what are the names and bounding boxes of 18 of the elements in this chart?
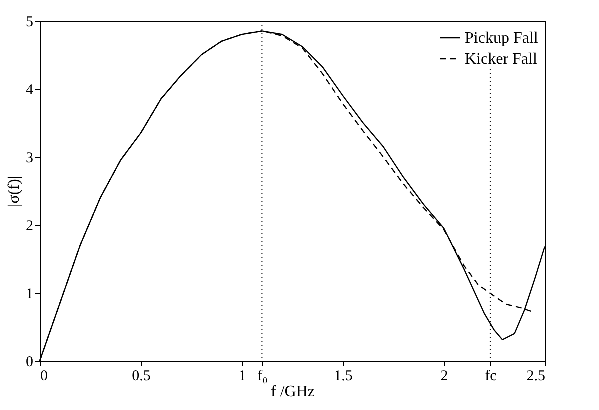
x-tick-label: 2 [440,368,448,384]
y-tick-label: 2 [26,218,34,234]
x-tick-label: f₀ [258,368,268,384]
x-tick-label: 0 [40,368,48,384]
y-tick-label: 0 [26,354,34,370]
y-axis-title: |σ(f)| [6,176,23,208]
x-tick-label: fc [485,368,498,384]
y-tick-label: 5 [26,14,34,30]
x-tick-label: 2.5 [526,368,546,384]
x-tick-label: 1.5 [334,368,353,384]
y-tick-label: 4 [26,82,34,98]
x-axis-title: f /GHz [271,384,315,400]
legend-label: Kicker Fall [465,51,538,68]
x-tick-label: 0.5 [132,368,151,384]
y-tick-label: 1 [26,286,34,302]
y-tick-label: 3 [26,150,34,166]
x-tick-label: 1 [238,368,246,384]
legend-label: Pickup Fall [465,30,539,47]
